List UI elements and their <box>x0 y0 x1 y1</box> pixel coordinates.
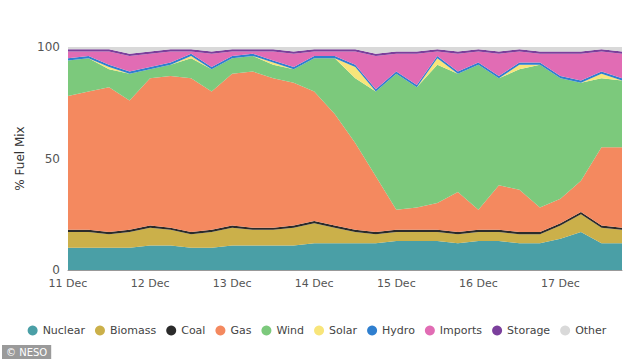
svg-text:© NESO: © NESO <box>6 347 47 358</box>
svg-text:15 Dec: 15 Dec <box>377 277 416 290</box>
svg-text:Wind: Wind <box>276 324 304 337</box>
svg-text:14 Dec: 14 Dec <box>295 277 334 290</box>
svg-text:Hydro: Hydro <box>382 324 415 337</box>
svg-text:Other: Other <box>575 324 607 337</box>
svg-text:Coal: Coal <box>181 324 205 337</box>
svg-text:13 Dec: 13 Dec <box>213 277 252 290</box>
svg-text:16 Dec: 16 Dec <box>459 277 498 290</box>
svg-text:50: 50 <box>45 152 60 166</box>
svg-text:Nuclear: Nuclear <box>43 324 86 337</box>
svg-text:11 Dec: 11 Dec <box>49 277 88 290</box>
svg-text:Biomass: Biomass <box>110 324 157 337</box>
svg-text:Gas: Gas <box>230 324 251 337</box>
svg-text:17 Dec: 17 Dec <box>541 277 580 290</box>
svg-text:12 Dec: 12 Dec <box>131 277 170 290</box>
svg-text:Storage: Storage <box>507 324 550 337</box>
svg-text:% Fuel Mix: % Fuel Mix <box>13 126 27 190</box>
svg-text:100: 100 <box>37 40 60 54</box>
svg-text:Solar: Solar <box>329 324 358 337</box>
svg-text:0: 0 <box>52 263 60 277</box>
svg-text:Imports: Imports <box>440 324 483 337</box>
